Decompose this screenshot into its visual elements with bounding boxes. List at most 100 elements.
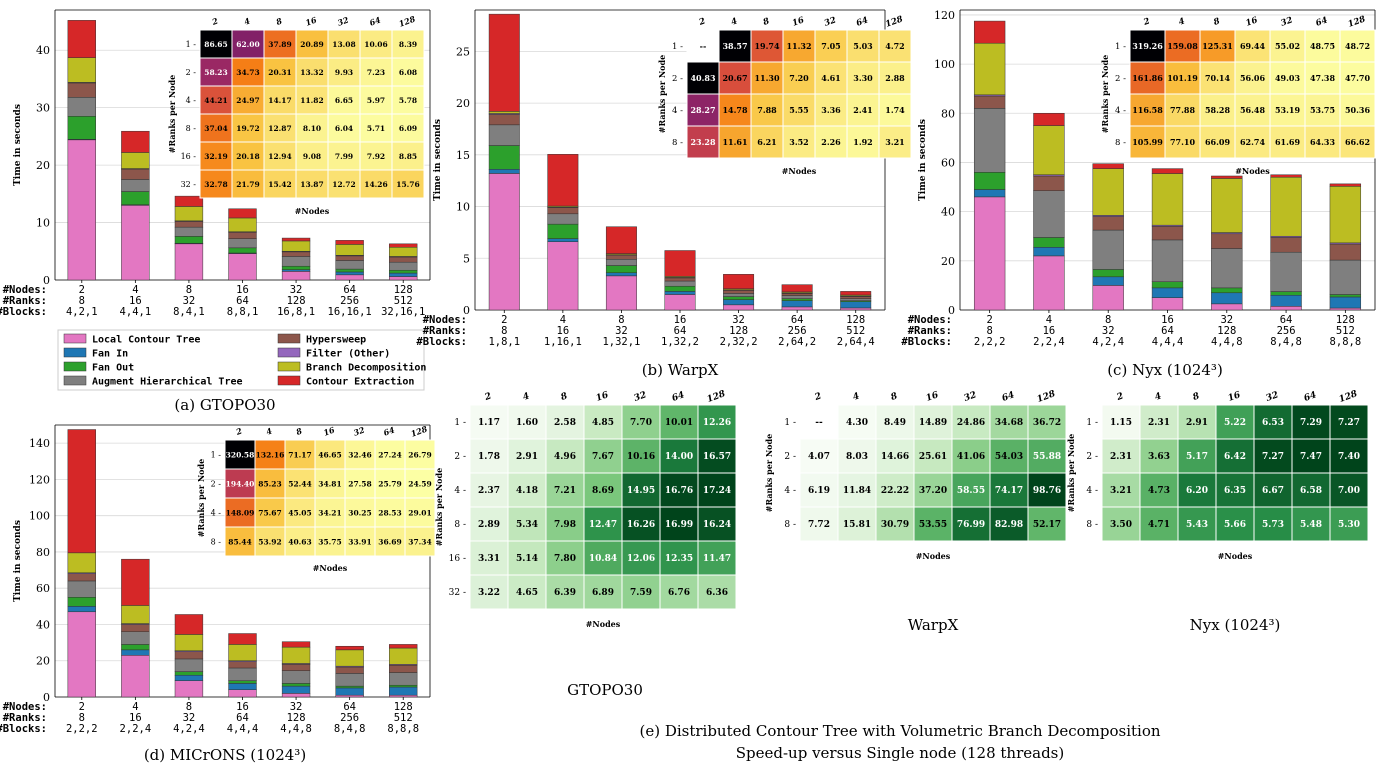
bar-segment xyxy=(723,274,755,290)
bar-segment xyxy=(973,189,1006,198)
heatmap-col-label: 16 xyxy=(925,390,941,404)
bar-segment xyxy=(1270,176,1302,237)
y-tick-label: 120 xyxy=(29,473,50,486)
heatmap-cell xyxy=(359,141,393,171)
bar-segment xyxy=(973,196,1006,311)
heatmap-cell xyxy=(469,506,509,542)
heatmap-value: 2.58 xyxy=(554,418,576,428)
heatmap-value: 19.72 xyxy=(236,124,260,133)
heatmap-cell xyxy=(799,472,839,508)
heatmap-cell xyxy=(1339,61,1376,95)
bar-segment xyxy=(840,296,872,299)
bar-segment xyxy=(605,265,637,274)
bar-segment xyxy=(973,95,1006,109)
panel-caption: (a) GTOPO30 xyxy=(174,396,275,414)
bar-segment xyxy=(228,633,257,645)
heatmap-value: 58.23 xyxy=(204,68,228,77)
heatmap-cell xyxy=(295,113,329,143)
heatmap-col-label: 64 xyxy=(1303,390,1318,404)
heatmap-value: 1.74 xyxy=(885,105,905,115)
heatmap-value: 194.40 xyxy=(226,480,255,489)
bar-segment xyxy=(281,641,311,648)
heatmap-cell xyxy=(837,438,877,474)
heatmap-value: 7.59 xyxy=(630,588,652,598)
heatmap-value: 6.67 xyxy=(1262,486,1284,496)
heatmap-c: 319.26 159.08 125.31 69.44 55.02 48.75 48.72 16… xyxy=(1100,14,1376,176)
bar-segment xyxy=(973,172,1006,190)
heatmap-cell xyxy=(507,506,547,542)
bar-segment xyxy=(335,673,364,687)
bar-segment xyxy=(1329,259,1362,295)
heatmap-value: 48.75 xyxy=(1310,41,1335,51)
bar-segment xyxy=(174,634,204,652)
heatmap-value: 2.91 xyxy=(1186,418,1208,428)
heatmap-col-label: 16 xyxy=(304,14,318,27)
heatmap-value: 14.17 xyxy=(268,96,292,105)
heatmap-cell xyxy=(878,29,912,63)
bar-segment xyxy=(67,82,96,98)
heatmap-cell xyxy=(507,574,547,610)
x-tick-blocks: 1,16,1 xyxy=(544,336,582,348)
heatmap-value: 55.88 xyxy=(1033,452,1061,462)
heatmap-value: 12.35 xyxy=(665,554,693,564)
heatmap-value: 26.79 xyxy=(408,451,432,460)
heatmap-value: 34.73 xyxy=(236,68,260,77)
bar-segment xyxy=(335,666,364,674)
x-tick-blocks: 1,8,1 xyxy=(488,336,520,348)
x-tick-nodes: 128 xyxy=(394,284,413,296)
heatmap-cell xyxy=(224,526,256,557)
bar-segment xyxy=(1151,226,1184,241)
x-tick-blocks: 4,4,4 xyxy=(1152,336,1184,348)
heatmap-cell xyxy=(846,125,880,159)
heatmap-col-label: 4 xyxy=(243,15,252,26)
heatmap-row-label: 2 - xyxy=(211,480,222,489)
heatmap-value: 6.20 xyxy=(1186,486,1208,496)
x-tick-blocks: 4,2,1 xyxy=(66,306,98,318)
bar-segment xyxy=(781,293,813,296)
bar-segment xyxy=(840,307,872,311)
heatmap-value: 11.84 xyxy=(843,486,871,496)
heatmap-cell xyxy=(686,125,720,159)
heatmap-value: 13.32 xyxy=(300,68,324,77)
heatmap-value: 2.41 xyxy=(853,105,872,115)
heatmap-value: 11.61 xyxy=(722,137,747,147)
heatmap-col-label: 4 xyxy=(265,425,274,436)
heatmap-row-label: 8 - xyxy=(1115,138,1126,148)
heatmap-value: 4.71 xyxy=(1148,520,1170,530)
x-tick-ranks: 32 xyxy=(183,295,196,307)
heatmap-value: 6.53 xyxy=(1262,418,1284,428)
heatmap-col-label: 128 xyxy=(1338,389,1360,405)
bar-segment xyxy=(67,597,96,607)
bar-segment xyxy=(228,253,257,281)
bar-segment xyxy=(1092,269,1124,278)
bar-segment xyxy=(335,240,364,245)
bar-segment xyxy=(1151,173,1184,226)
x-tick-blocks: 2,2,2 xyxy=(974,336,1006,348)
heatmap-col-label: 64 xyxy=(368,14,382,27)
heatmap-cell xyxy=(1129,125,1166,159)
x-tick-ranks: 32 xyxy=(183,712,196,724)
x-tick-nodes: 8 xyxy=(186,701,192,713)
heatmap-value: 58.55 xyxy=(957,486,985,496)
y-tick-label: 80 xyxy=(941,107,955,120)
heatmap-cell xyxy=(1215,506,1255,542)
heatmap-value: 69.44 xyxy=(1240,41,1265,51)
heatmap-row-label: 16 - xyxy=(449,554,466,564)
heatmap-xlabel: #Nodes xyxy=(782,166,817,176)
heatmap-cell xyxy=(1269,29,1306,63)
legend-swatch xyxy=(63,347,87,358)
heatmap-value: 7.47 xyxy=(1300,452,1322,462)
y-tick-label: 40 xyxy=(941,206,955,219)
heatmap-cell xyxy=(878,61,912,95)
heatmap-value: 48.72 xyxy=(1345,41,1370,51)
heatmap-row-label: 4 - xyxy=(1115,106,1126,116)
bar-segment xyxy=(174,221,204,228)
x-tick-ranks: 64 xyxy=(236,295,249,307)
heatmap-value: 16.76 xyxy=(665,486,693,496)
heatmap-value: 66.62 xyxy=(1345,137,1370,147)
heatmap-cell xyxy=(391,169,425,199)
heatmap-value: 7.05 xyxy=(821,41,840,51)
heatmap-value: 8.69 xyxy=(592,486,614,496)
y-axis-label: Time in seconds xyxy=(13,104,23,186)
